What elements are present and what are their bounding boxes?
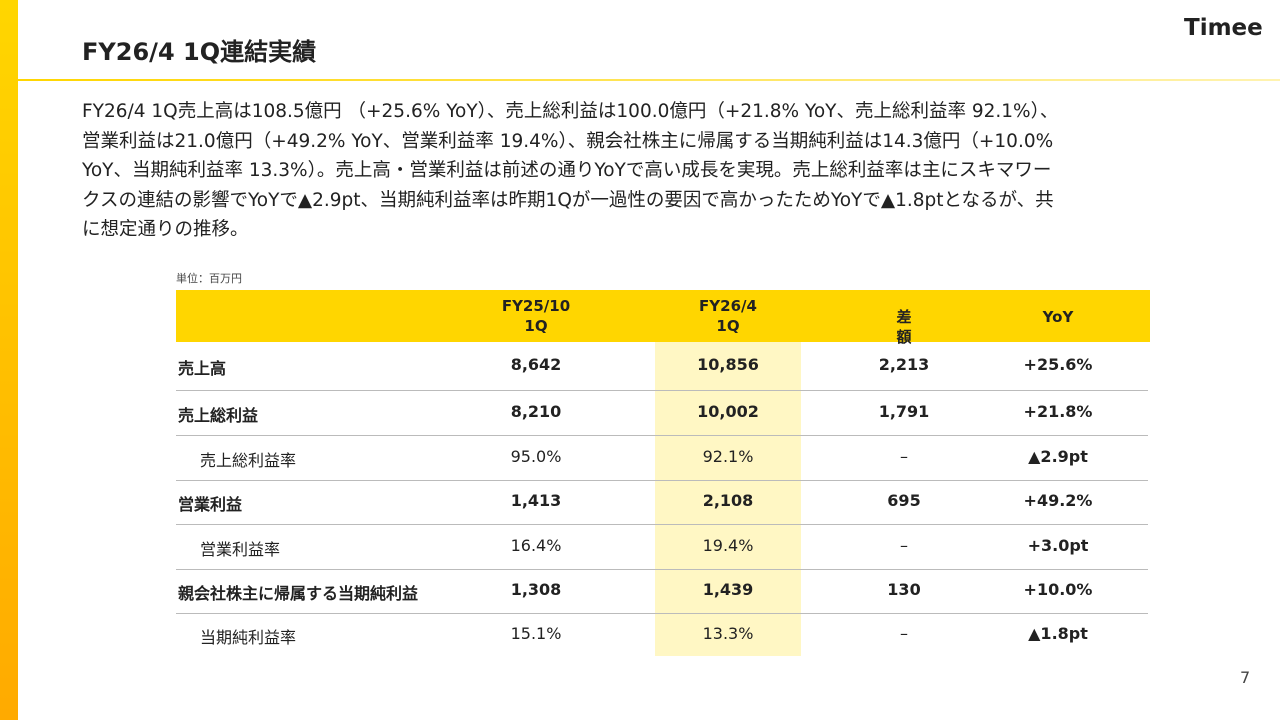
row-label: 売上高 [178, 359, 227, 378]
row-divider [176, 435, 1148, 436]
row-divider [176, 613, 1148, 614]
cell-value: 1,413 [510, 491, 562, 510]
cell-value: 16.4% [510, 535, 562, 555]
page-number: 7 [1240, 668, 1251, 687]
highlight-column [655, 342, 801, 656]
column-header-line: 1Q [716, 317, 740, 335]
cell-value: +21.8% [1023, 401, 1093, 421]
cell-value: 130 [887, 580, 921, 599]
row-label: 売上総利益率 [200, 450, 297, 470]
column-header-line: YoY [1042, 308, 1074, 326]
title: FY26/4 1Q連結実績 [82, 38, 317, 66]
row-divider [176, 480, 1148, 481]
cell-value: 8,210 [510, 401, 562, 421]
summary-line: に想定通りの推移。 [82, 219, 249, 240]
cell-value: 1,791 [878, 401, 930, 421]
cell-value: ▲1.8pt [1028, 623, 1088, 643]
column-header: FY25/10 1Q [502, 296, 570, 336]
summary: FY26/4 1Q売上高は108.5億円 （+25.6% YoY）、売上総利益は… [82, 97, 1058, 245]
cell-value: +3.0pt [1027, 535, 1089, 555]
column-header: FY26/4 1Q [699, 296, 757, 336]
summary-line: 営業利益は21.0億円（+49.2% YoY、営業利益率 19.4%）、親会社株… [82, 130, 1054, 152]
summary-line: FY26/4 1Q売上高は108.5億円 （+25.6% YoY）、売上総利益は… [82, 101, 1059, 122]
cell-value: 2,108 [702, 491, 754, 510]
cell-value: – [900, 446, 908, 466]
cell-value: ▲2.9pt [1028, 446, 1088, 466]
cell-value: 15.1% [510, 623, 562, 643]
cell-value: 10,002 [697, 401, 759, 421]
row-divider [176, 390, 1148, 391]
cell-value: 2,213 [878, 355, 930, 374]
column-header: YoY [1043, 307, 1074, 327]
header-band [176, 290, 1150, 342]
row-label: 親会社株主に帰属する当期純利益 [178, 584, 419, 603]
cell-value: 19.4% [702, 535, 754, 555]
row-divider [176, 524, 1148, 525]
row-divider [176, 569, 1148, 570]
summary-line: クスの連結の影響でYoYで▲2.9pt、当期純利益率は昨期1Qが一過性の要因で高… [82, 189, 1054, 211]
cell-value: 1,439 [702, 580, 754, 599]
row-label: 売上総利益 [178, 405, 259, 425]
cell-value: 1,308 [510, 580, 562, 599]
cell-value: 695 [887, 491, 921, 510]
row-label: 営業利益率 [200, 539, 281, 559]
logo: Timee [1184, 15, 1263, 41]
cell-value: 10,856 [697, 355, 759, 374]
cell-value: 95.0% [510, 446, 562, 466]
cell-value: 13.3% [702, 623, 754, 643]
column-header: 差額 [896, 307, 911, 347]
column-header-line: FY25/10 [501, 297, 571, 315]
column-header-line: 差額 [896, 308, 912, 346]
summary-line: YoY、当期純利益率 13.3%）。売上高・営業利益は前述の通りYoYで高い成長… [82, 160, 1052, 181]
header-rule [18, 79, 1280, 81]
unit-label: 単位：百万円 [176, 272, 242, 285]
cell-value: – [900, 623, 908, 643]
cell-value: +49.2% [1023, 491, 1093, 510]
row-label: 営業利益 [178, 495, 243, 514]
column-header-line: FY26/4 [699, 297, 757, 315]
column-header-line: 1Q [524, 317, 548, 335]
row-label: 当期純利益率 [200, 627, 297, 647]
side-bar [0, 0, 18, 720]
cell-value: 8,642 [510, 355, 562, 374]
cell-value: +25.6% [1023, 355, 1093, 374]
cell-value: 92.1% [702, 446, 754, 466]
cell-value: – [900, 535, 908, 555]
cell-value: +10.0% [1023, 580, 1093, 599]
